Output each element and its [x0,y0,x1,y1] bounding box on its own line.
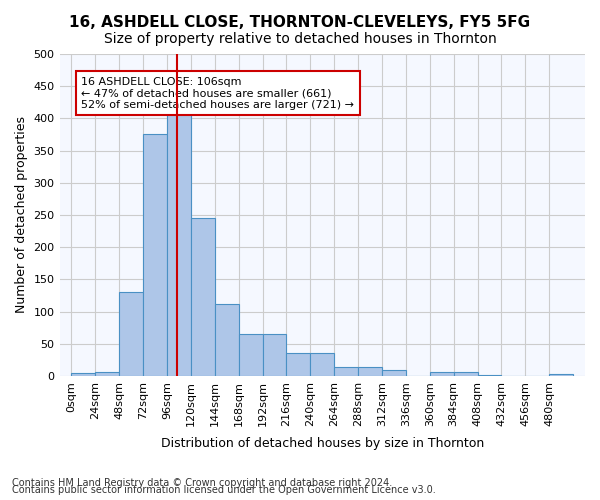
Bar [263,334,286,376]
Text: 16, ASHDELL CLOSE, THORNTON-CLEVELEYS, FY5 5FG: 16, ASHDELL CLOSE, THORNTON-CLEVELEYS, F… [70,15,530,30]
Bar [143,134,167,376]
X-axis label: Distribution of detached houses by size in Thornton: Distribution of detached houses by size … [161,437,484,450]
Text: Size of property relative to detached houses in Thornton: Size of property relative to detached ho… [104,32,496,46]
Bar [71,374,95,376]
Bar [191,218,215,376]
Bar [239,334,263,376]
Y-axis label: Number of detached properties: Number of detached properties [15,116,28,314]
Bar [549,374,573,376]
Bar [119,292,143,376]
Text: Contains HM Land Registry data © Crown copyright and database right 2024.: Contains HM Land Registry data © Crown c… [12,478,392,488]
Bar [454,372,478,376]
Bar [334,367,358,376]
Bar [358,367,382,376]
Bar [95,372,119,376]
Bar [215,304,239,376]
Bar [310,354,334,376]
Bar [286,354,310,376]
Text: 16 ASHDELL CLOSE: 106sqm
← 47% of detached houses are smaller (661)
52% of semi-: 16 ASHDELL CLOSE: 106sqm ← 47% of detach… [82,76,355,110]
Bar [167,108,191,376]
Bar [382,370,406,376]
Bar [430,372,454,376]
Text: Contains public sector information licensed under the Open Government Licence v3: Contains public sector information licen… [12,485,436,495]
